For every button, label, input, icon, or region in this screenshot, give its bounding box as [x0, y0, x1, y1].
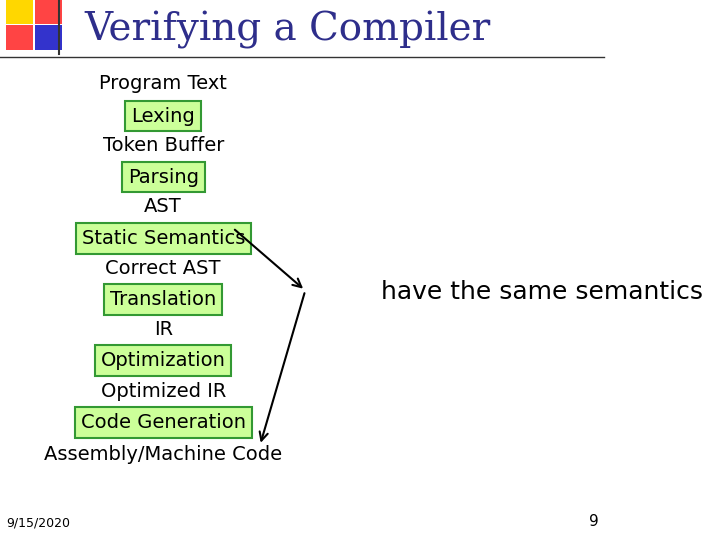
Text: Assembly/Machine Code: Assembly/Machine Code: [44, 445, 282, 464]
Text: Token Buffer: Token Buffer: [102, 136, 224, 156]
Text: 9/15/2020: 9/15/2020: [6, 516, 70, 529]
Text: Static Semantics: Static Semantics: [81, 229, 245, 248]
Text: IR: IR: [153, 320, 173, 339]
Text: Optimization: Optimization: [101, 351, 225, 370]
Text: Parsing: Parsing: [127, 167, 199, 187]
Text: have the same semantics: have the same semantics: [381, 280, 703, 303]
Text: AST: AST: [144, 197, 182, 217]
Text: Code Generation: Code Generation: [81, 413, 246, 432]
Text: Translation: Translation: [110, 290, 216, 309]
Text: Lexing: Lexing: [131, 106, 195, 126]
Text: Verifying a Compiler: Verifying a Compiler: [85, 11, 491, 49]
Text: 9: 9: [589, 514, 598, 529]
FancyBboxPatch shape: [35, 0, 62, 24]
Text: Program Text: Program Text: [99, 74, 227, 93]
FancyBboxPatch shape: [6, 0, 33, 24]
FancyBboxPatch shape: [6, 25, 33, 50]
Text: Correct AST: Correct AST: [105, 259, 221, 278]
FancyBboxPatch shape: [35, 25, 62, 50]
Text: Optimized IR: Optimized IR: [101, 382, 226, 401]
